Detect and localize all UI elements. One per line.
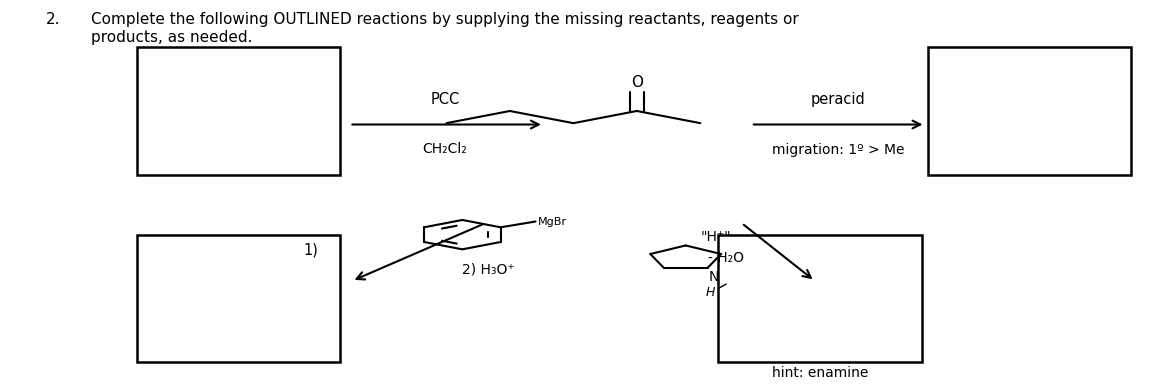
Bar xyxy=(718,235,922,362)
Text: - H₂O: - H₂O xyxy=(707,251,743,265)
Text: H: H xyxy=(705,287,714,299)
Text: hint: enamine: hint: enamine xyxy=(773,366,869,379)
Text: 2) H₃O⁺: 2) H₃O⁺ xyxy=(462,262,516,276)
Text: MgBr: MgBr xyxy=(538,216,567,227)
Text: N: N xyxy=(708,270,719,284)
Bar xyxy=(928,47,1132,175)
Bar xyxy=(137,235,340,362)
Text: "H⁺": "H⁺" xyxy=(701,230,732,243)
Bar xyxy=(137,47,340,175)
Text: 1): 1) xyxy=(303,243,318,258)
Text: 2.: 2. xyxy=(46,13,61,27)
Text: CH₂Cl₂: CH₂Cl₂ xyxy=(422,142,468,156)
Text: peracid: peracid xyxy=(811,92,865,107)
Text: O: O xyxy=(631,75,643,90)
Text: migration: 1º > Me: migration: 1º > Me xyxy=(772,143,905,157)
Text: PCC: PCC xyxy=(430,92,459,107)
Text: Complete the following OUTLINED reactions by supplying the missing reactants, re: Complete the following OUTLINED reaction… xyxy=(91,13,798,45)
